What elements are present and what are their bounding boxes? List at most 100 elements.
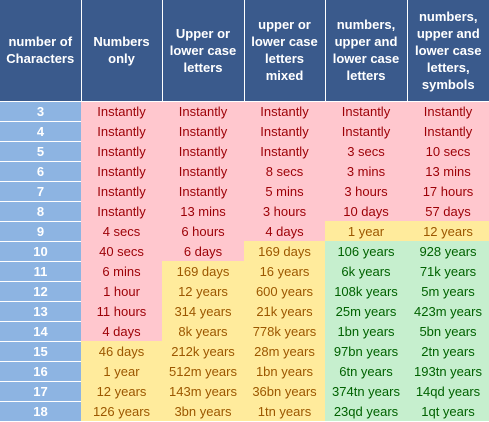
crack-time-cell: 212k years bbox=[162, 341, 244, 361]
crack-time-cell: 5m years bbox=[407, 281, 489, 301]
table-row: 16 1 year 512m years 1bn years 6tn years 193t… bbox=[0, 361, 489, 382]
table-body: 3 Instantly Instantly Instantly Instantly Ins… bbox=[0, 101, 489, 422]
crack-time-cell: 25m years bbox=[325, 301, 407, 321]
character-count-cell: 11 bbox=[0, 261, 81, 282]
character-count-cell: 3 bbox=[0, 101, 81, 122]
crack-time-cell: Instantly bbox=[325, 121, 407, 141]
crack-time-cell: Instantly bbox=[81, 161, 162, 181]
crack-time-cell: 16 years bbox=[244, 261, 325, 281]
crack-time-cell: 1bn years bbox=[244, 361, 325, 381]
crack-time-cell: Instantly bbox=[162, 161, 244, 181]
header-row: number of Characters Numbers only Upper … bbox=[0, 0, 489, 102]
crack-time-cell: 28m years bbox=[244, 341, 325, 361]
character-count-cell: 13 bbox=[0, 301, 81, 322]
crack-time-cell: 46 days bbox=[81, 341, 162, 361]
crack-time-cell: 193tn years bbox=[407, 361, 489, 381]
header-number-of-characters: number of Characters bbox=[0, 0, 82, 102]
table-row: 13 11 hours 314 years 21k years 25m years 423… bbox=[0, 301, 489, 322]
crack-time-cell: 1 year bbox=[325, 221, 407, 241]
crack-time-cell: 12 years bbox=[407, 221, 489, 241]
crack-time-cell: 512m years bbox=[162, 361, 244, 381]
crack-time-cell: 36bn years bbox=[244, 381, 325, 401]
crack-time-cell: 3 hours bbox=[325, 181, 407, 201]
crack-time-cell: Instantly bbox=[81, 201, 162, 221]
character-count-cell: 6 bbox=[0, 161, 81, 182]
crack-time-cell: 23qd years bbox=[325, 401, 407, 421]
character-count-cell: 4 bbox=[0, 121, 81, 142]
table-row: 12 1 hour 12 years 600 years 108k years 5m ye… bbox=[0, 281, 489, 302]
crack-time-cell: 169 days bbox=[244, 241, 325, 261]
crack-time-cell: 10 secs bbox=[407, 141, 489, 161]
table-row: 10 40 secs 6 days 169 days 106 years 928 year… bbox=[0, 241, 489, 262]
crack-time-cell: Instantly bbox=[244, 101, 325, 121]
crack-time-cell: 40 secs bbox=[81, 241, 162, 261]
crack-time-cell: 13 mins bbox=[162, 201, 244, 221]
crack-time-cell: Instantly bbox=[407, 121, 489, 141]
header-numbers-mixed-case: numbers, upper and lower case letters bbox=[325, 0, 408, 102]
crack-time-cell: 6 hours bbox=[162, 221, 244, 241]
crack-time-cell: 314 years bbox=[162, 301, 244, 321]
crack-time-cell: Instantly bbox=[81, 101, 162, 121]
table-row: 11 6 mins 169 days 16 years 6k years 71k year… bbox=[0, 261, 489, 282]
table-row: 3 Instantly Instantly Instantly Instantly Ins… bbox=[0, 101, 489, 122]
crack-time-cell: 6k years bbox=[325, 261, 407, 281]
table-row: 8 Instantly 13 mins 3 hours 10 days 57 days bbox=[0, 201, 489, 222]
table-row: 4 Instantly Instantly Instantly Instantly Ins… bbox=[0, 121, 489, 142]
crack-time-cell: 3 mins bbox=[325, 161, 407, 181]
crack-time-cell: 4 secs bbox=[81, 221, 162, 241]
crack-time-cell: 3bn years bbox=[162, 401, 244, 421]
crack-time-cell: Instantly bbox=[81, 121, 162, 141]
character-count-cell: 9 bbox=[0, 221, 81, 242]
crack-time-cell: 1 hour bbox=[81, 281, 162, 301]
crack-time-cell: 71k years bbox=[407, 261, 489, 281]
crack-time-cell: 17 hours bbox=[407, 181, 489, 201]
character-count-cell: 14 bbox=[0, 321, 81, 342]
crack-time-cell: 1 year bbox=[81, 361, 162, 381]
crack-time-cell: 8 secs bbox=[244, 161, 325, 181]
crack-time-cell: Instantly bbox=[244, 121, 325, 141]
table-row: 6 Instantly Instantly 8 secs 3 mins 13 mins bbox=[0, 161, 489, 182]
crack-time-cell: Instantly bbox=[81, 181, 162, 201]
crack-time-cell: 5 mins bbox=[244, 181, 325, 201]
header-mixed-case: upper or lower case letters mixed bbox=[244, 0, 326, 102]
character-count-cell: 5 bbox=[0, 141, 81, 162]
crack-time-cell: 778k years bbox=[244, 321, 325, 341]
crack-time-cell: 3 secs bbox=[325, 141, 407, 161]
crack-time-cell: Instantly bbox=[407, 101, 489, 121]
crack-time-cell: 1tn years bbox=[244, 401, 325, 421]
crack-time-cell: 8k years bbox=[162, 321, 244, 341]
crack-time-cell: 5bn years bbox=[407, 321, 489, 341]
crack-time-cell: 4 days bbox=[81, 321, 162, 341]
crack-time-cell: 12 years bbox=[81, 381, 162, 401]
crack-time-cell: Instantly bbox=[162, 141, 244, 161]
crack-time-cell: 169 days bbox=[162, 261, 244, 281]
table-row: 17 12 years 143m years 36bn years 374tn year… bbox=[0, 381, 489, 402]
character-count-cell: 17 bbox=[0, 381, 81, 402]
crack-time-cell: 928 years bbox=[407, 241, 489, 261]
header-numbers-mixed-case-symbols: numbers, upper and lower case letters, s… bbox=[407, 0, 489, 102]
crack-time-cell: 97bn years bbox=[325, 341, 407, 361]
table-row: 5 Instantly Instantly Instantly 3 secs 10 sec… bbox=[0, 141, 489, 162]
character-count-cell: 7 bbox=[0, 181, 81, 202]
crack-time-cell: 126 years bbox=[81, 401, 162, 421]
crack-time-cell: 1qt years bbox=[407, 401, 489, 421]
character-count-cell: 15 bbox=[0, 341, 81, 362]
character-count-cell: 12 bbox=[0, 281, 81, 302]
crack-time-cell: Instantly bbox=[162, 101, 244, 121]
table-row: 15 46 days 212k years 28m years 97bn years 2t… bbox=[0, 341, 489, 362]
table-row: 14 4 days 8k years 778k years 1bn years 5bn y… bbox=[0, 321, 489, 342]
crack-time-cell: 374tn years bbox=[325, 381, 407, 401]
table-row: 18 126 years 3bn years 1tn years 23qd years 1… bbox=[0, 401, 489, 422]
crack-time-cell: 57 days bbox=[407, 201, 489, 221]
crack-time-cell: 143m years bbox=[162, 381, 244, 401]
crack-time-cell: 13 mins bbox=[407, 161, 489, 181]
crack-time-cell: 12 years bbox=[162, 281, 244, 301]
crack-time-cell: 600 years bbox=[244, 281, 325, 301]
crack-time-cell: 10 days bbox=[325, 201, 407, 221]
crack-time-cell: 2tn years bbox=[407, 341, 489, 361]
crack-time-cell: Instantly bbox=[162, 181, 244, 201]
crack-time-cell: 1bn years bbox=[325, 321, 407, 341]
crack-time-cell: Instantly bbox=[81, 141, 162, 161]
